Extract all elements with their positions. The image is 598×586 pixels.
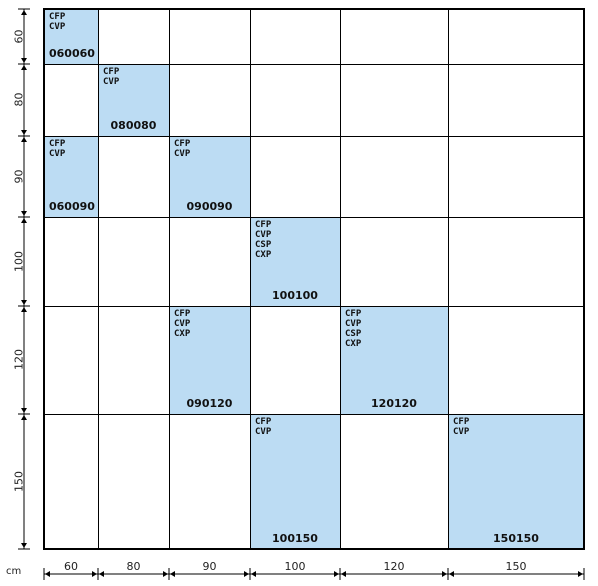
size-cell-100100: CFP CVP CSP CXP 100100 [250,217,340,306]
product-codes: CFP CVP CXP [174,309,191,339]
arrow-head [21,415,27,420]
arrow-head [21,58,27,63]
horizontal-grid-line [44,216,584,218]
arrow-head [21,543,27,548]
size-cell-150150: CFP CVP 150150 [448,414,584,549]
size-reference: 150150 [493,532,539,545]
size-cell-090120: CFP CVP CXP 090120 [169,306,250,414]
arrow-head [341,571,346,577]
arrow-head [21,130,27,135]
size-cell-100150: CFP CVP 100150 [250,414,340,549]
size-cell-060060: CFP CVP 060060 [44,9,98,64]
product-codes: CFP CVP [49,12,66,32]
size-reference: 080080 [110,119,157,132]
column-label: 90 [202,560,217,573]
vertical-grid-line [97,9,99,549]
column-label: 150 [505,560,527,573]
arrow-head [449,571,454,577]
horizontal-grid-line [44,63,584,65]
column-label: 80 [126,560,141,573]
horizontal-grid-line [44,413,584,415]
size-cell-080080: CFP CVP 080080 [98,64,169,136]
arrow-head [92,571,97,577]
arrow-head [21,137,27,142]
arrow-head [45,571,50,577]
arrow-head [251,571,256,577]
arrow-head [21,10,27,15]
arrow-head [21,218,27,223]
product-codes: CFP CVP CSP CXP [345,309,362,349]
size-reference: 100150 [272,532,318,545]
size-cell-060090: CFP CVP 060090 [44,136,98,217]
matrix-frame [43,8,585,550]
size-reference: 090090 [186,200,233,213]
size-reference: 100100 [272,289,318,302]
product-codes: CFP CVP [103,67,120,87]
product-codes: CFP CVP CSP CXP [255,220,272,260]
product-codes: CFP CVP [49,139,66,159]
arrow-head [442,571,447,577]
horizontal-grid-line [44,305,584,307]
arrow-head [578,571,583,577]
size-reference: 120120 [371,397,417,410]
arrow-head [244,571,249,577]
vertical-grid-line [249,9,251,549]
column-label: 120 [383,560,405,573]
arrow-head [21,307,27,312]
column-label: 60 [64,560,78,573]
arrow-head [334,571,339,577]
size-reference: 060060 [49,47,95,60]
size-reference: 090120 [186,397,233,410]
product-codes: CFP CVP [174,139,191,159]
vertical-grid-line [168,9,170,549]
vertical-grid-line [339,9,341,549]
size-cell-120120: CFP CVP CSP CXP 120120 [340,306,448,414]
product-codes: CFP CVP [453,417,470,437]
horizontal-grid-line [44,135,584,137]
size-cell-090090: CFP CVP 090090 [169,136,250,217]
arrow-head [163,571,168,577]
vertical-grid-line [447,9,449,549]
arrow-head [21,300,27,305]
unit-label: cm [6,566,22,577]
arrow-head [99,571,104,577]
arrow-head [21,211,27,216]
arrow-head [21,65,27,70]
arrow-head [170,571,175,577]
column-label: 100 [284,560,306,573]
product-codes: CFP CVP [255,417,272,437]
size-reference: 060090 [49,200,95,213]
arrow-head [21,408,27,413]
